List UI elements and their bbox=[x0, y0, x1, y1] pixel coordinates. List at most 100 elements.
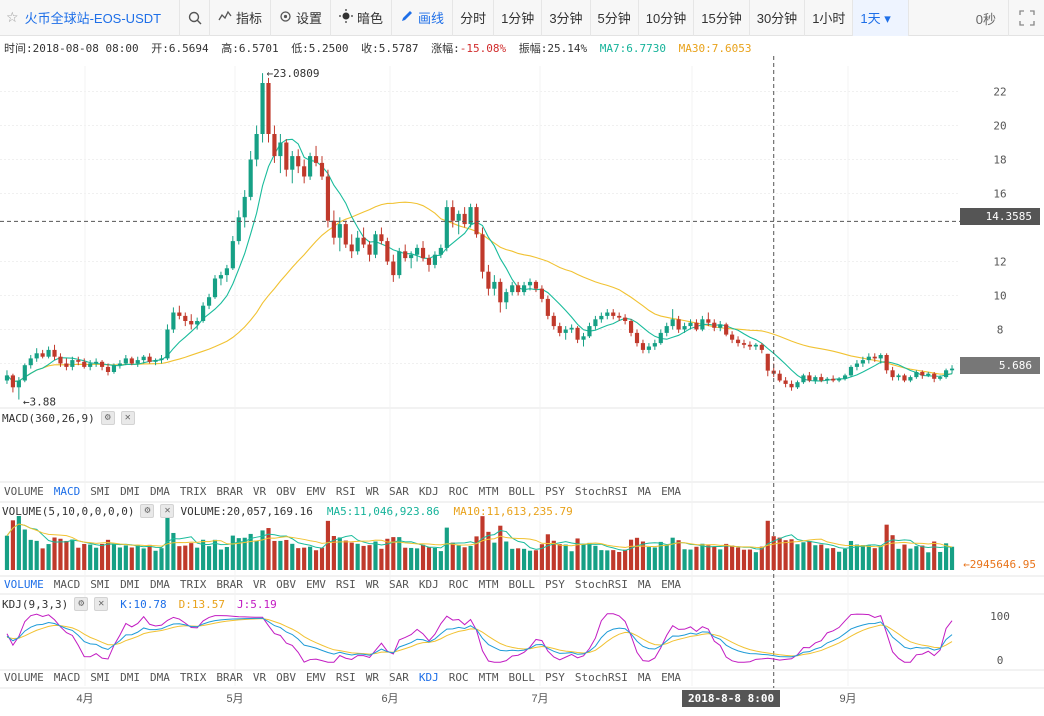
indicator-tab-mtm[interactable]: MTM bbox=[478, 485, 499, 498]
indicator-tab-vr[interactable]: VR bbox=[252, 485, 267, 498]
indicator-tab-rsi[interactable]: RSI bbox=[335, 485, 356, 498]
indicator-tab-dmi[interactable]: DMI bbox=[120, 671, 140, 684]
indicator-tab-vr[interactable]: VR bbox=[252, 578, 267, 591]
indicator-tab-sar[interactable]: SAR bbox=[389, 578, 409, 591]
candle-body bbox=[516, 285, 521, 293]
kdj-close-icon[interactable]: ✕ bbox=[94, 597, 109, 611]
indicator-tab-rsi[interactable]: RSI bbox=[335, 671, 356, 684]
indicator-tab-psy[interactable]: PSY bbox=[545, 578, 565, 591]
indicator-tab-ema[interactable]: EMA bbox=[661, 578, 681, 591]
indicators-button[interactable]: 指标 bbox=[210, 0, 272, 36]
candle-body bbox=[64, 363, 69, 367]
period-tab-6[interactable]: 30分钟 bbox=[750, 0, 806, 36]
candle-body bbox=[587, 326, 592, 337]
indicator-tab-boll[interactable]: BOLL bbox=[508, 578, 536, 591]
indicator-tab-emv[interactable]: EMV bbox=[306, 485, 326, 498]
indicator-tab-wr[interactable]: WR bbox=[365, 485, 379, 498]
indicator-tab-kdj[interactable]: KDJ bbox=[418, 578, 439, 591]
kline-chart[interactable]: 22201816121086←23.0809←3.8810004月5月6月7月9… bbox=[0, 36, 1044, 716]
indicator-tabs-volume: VOLUME MACD SMI DMI DMA TRIX BRAR VR OBV EMV RSI WR… bbox=[4, 578, 691, 591]
volume-settings-icon[interactable]: ⚙ bbox=[140, 504, 155, 518]
indicator-tab-stochrsi[interactable]: StochRSI bbox=[574, 485, 628, 498]
indicator-tab-macd[interactable]: MACD bbox=[53, 578, 81, 591]
indicator-tab-rsi[interactable]: RSI bbox=[335, 578, 356, 591]
indicator-tab-stochrsi[interactable]: StochRSI bbox=[574, 671, 628, 684]
indicator-tab-mtm[interactable]: MTM bbox=[478, 671, 499, 684]
indicator-tab-dma[interactable]: DMA bbox=[150, 485, 170, 498]
kdj-settings-icon[interactable]: ⚙ bbox=[74, 597, 89, 611]
indicator-tab-dma[interactable]: DMA bbox=[150, 578, 170, 591]
indicator-tab-roc[interactable]: ROC bbox=[448, 671, 469, 684]
volume-bar bbox=[111, 544, 117, 570]
indicator-tab-smi[interactable]: SMI bbox=[90, 485, 111, 498]
indicator-tab-emv[interactable]: EMV bbox=[306, 671, 326, 684]
indicator-tab-roc[interactable]: ROC bbox=[448, 485, 469, 498]
indicator-tab-volume[interactable]: VOLUME bbox=[4, 578, 44, 591]
macd-settings-icon[interactable]: ⚙ bbox=[100, 411, 115, 425]
candle-body bbox=[391, 261, 396, 276]
indicator-tab-psy[interactable]: PSY bbox=[545, 485, 565, 498]
indicator-tab-trix[interactable]: TRIX bbox=[179, 671, 207, 684]
search-icon[interactable] bbox=[180, 0, 210, 36]
indicator-tab-wr[interactable]: WR bbox=[365, 578, 379, 591]
macd-close-icon[interactable]: ✕ bbox=[120, 411, 135, 425]
indicator-tab-obv[interactable]: OBV bbox=[276, 485, 296, 498]
indicator-tab-sar[interactable]: SAR bbox=[389, 485, 409, 498]
indicator-tab-emv[interactable]: EMV bbox=[306, 578, 326, 591]
indicator-tab-ema[interactable]: EMA bbox=[661, 485, 681, 498]
period-tab-7[interactable]: 1小时 bbox=[805, 0, 854, 36]
indicator-tab-obv[interactable]: OBV bbox=[276, 578, 296, 591]
indicator-tab-macd[interactable]: MACD bbox=[53, 485, 81, 498]
indicator-tab-volume[interactable]: VOLUME bbox=[4, 485, 44, 498]
indicator-tab-boll[interactable]: BOLL bbox=[508, 485, 536, 498]
volume-close-icon[interactable]: ✕ bbox=[160, 504, 175, 518]
period-tab-3[interactable]: 5分钟 bbox=[591, 0, 639, 36]
indicator-tab-brar[interactable]: BRAR bbox=[216, 485, 243, 498]
indicator-tab-stochrsi[interactable]: StochRSI bbox=[574, 578, 628, 591]
indicator-tab-dma[interactable]: DMA bbox=[150, 671, 170, 684]
kdj-pane-header: KDJ(9,3,3) ⚙ ✕ K:10.78 D:13.57 J:5.19 bbox=[2, 597, 277, 611]
candle-body bbox=[884, 355, 889, 371]
indicator-tab-volume[interactable]: VOLUME bbox=[4, 671, 44, 684]
candle-body bbox=[266, 83, 271, 134]
fullscreen-icon[interactable] bbox=[1008, 0, 1044, 36]
period-tab-1[interactable]: 1分钟 bbox=[494, 0, 543, 36]
indicator-tab-mtm[interactable]: MTM bbox=[478, 578, 499, 591]
indicator-tab-roc[interactable]: ROC bbox=[448, 578, 469, 591]
dark-mode-button[interactable]: 暗色 bbox=[331, 0, 393, 36]
indicator-tab-macd[interactable]: MACD bbox=[53, 671, 81, 684]
indicator-tab-brar[interactable]: BRAR bbox=[216, 671, 243, 684]
indicator-tab-trix[interactable]: TRIX bbox=[179, 485, 207, 498]
indicator-tab-brar[interactable]: BRAR bbox=[216, 578, 243, 591]
indicator-tab-dmi[interactable]: DMI bbox=[120, 578, 140, 591]
period-tab-5[interactable]: 15分钟 bbox=[694, 0, 750, 36]
indicator-tab-boll[interactable]: BOLL bbox=[508, 671, 536, 684]
draw-line-button[interactable]: 画线 bbox=[392, 0, 454, 36]
indicator-tab-smi[interactable]: SMI bbox=[90, 671, 111, 684]
candle-body bbox=[741, 343, 747, 345]
candle-body bbox=[195, 321, 200, 325]
indicator-tab-vr[interactable]: VR bbox=[252, 671, 267, 684]
indicator-tab-ma[interactable]: MA bbox=[637, 485, 652, 498]
indicator-tab-smi[interactable]: SMI bbox=[90, 578, 111, 591]
symbol-selector[interactable]: ☆ 火币全球站-EOS-USDT bbox=[0, 0, 180, 36]
indicator-tab-obv[interactable]: OBV bbox=[276, 671, 296, 684]
period-tab-0[interactable]: 分时 bbox=[453, 0, 495, 36]
indicator-tab-kdj[interactable]: KDJ bbox=[418, 671, 439, 684]
period-tab-8[interactable]: 1天 ▾ bbox=[853, 0, 910, 36]
indicator-tab-kdj[interactable]: KDJ bbox=[418, 485, 439, 498]
indicator-tab-trix[interactable]: TRIX bbox=[179, 578, 207, 591]
candle-body bbox=[944, 370, 949, 378]
volume-bar bbox=[854, 544, 860, 570]
indicator-tab-wr[interactable]: WR bbox=[365, 671, 379, 684]
indicator-tab-sar[interactable]: SAR bbox=[389, 671, 409, 684]
indicator-tab-ema[interactable]: EMA bbox=[661, 671, 681, 684]
settings-button[interactable]: 设置 bbox=[271, 0, 332, 36]
indicator-tab-ma[interactable]: MA bbox=[637, 671, 652, 684]
period-tab-2[interactable]: 3分钟 bbox=[542, 0, 591, 36]
period-tab-4[interactable]: 10分钟 bbox=[639, 0, 695, 36]
indicator-tab-psy[interactable]: PSY bbox=[545, 671, 565, 684]
indicator-tab-dmi[interactable]: DMI bbox=[120, 485, 140, 498]
star-icon[interactable]: ☆ bbox=[6, 9, 19, 25]
indicator-tab-ma[interactable]: MA bbox=[637, 578, 652, 591]
